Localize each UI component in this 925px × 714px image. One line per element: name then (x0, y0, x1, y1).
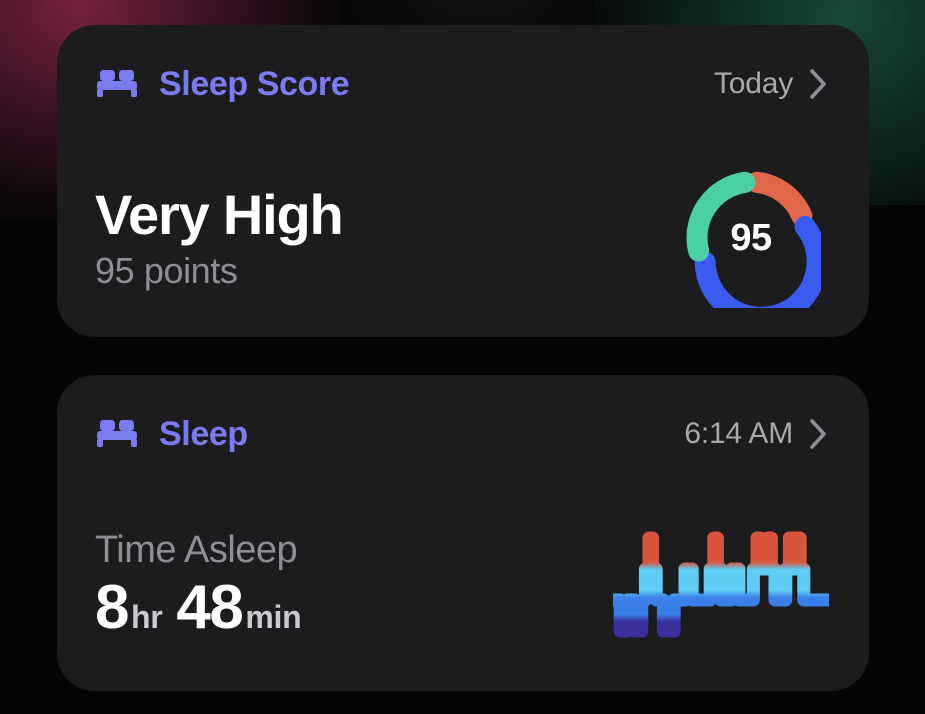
chevron-right-icon[interactable] (809, 67, 829, 101)
sleep-header-right[interactable]: 6:14 AM (684, 417, 829, 451)
sleep-score-card-header[interactable]: Sleep Score Today (57, 25, 869, 143)
time-asleep-label: Time Asleep (95, 529, 298, 572)
hypnogram-svg (613, 531, 829, 638)
sleep-score-title: Sleep Score (159, 65, 350, 103)
sleep-score-rating: Very High (95, 182, 344, 246)
sleep-header-left: Sleep (95, 417, 248, 451)
sleep-score-donut (686, 171, 821, 308)
sleep-score-header-right[interactable]: Today (714, 67, 829, 101)
bed-icon (97, 70, 137, 97)
sleep-card-header[interactable]: Sleep 6:14 AM (57, 375, 869, 493)
asleep-minutes-value: 48 (176, 572, 243, 642)
sleep-card-body: Time Asleep 8 hr 48 min (95, 493, 841, 691)
asleep-minutes-unit: min (245, 598, 302, 635)
sleep-score-points: 95 points (95, 249, 238, 291)
sleep-score-body: Very High 95 points 95 (95, 143, 831, 337)
sleep-score-header-left: Sleep Score (95, 65, 350, 103)
sleep-card[interactable]: Sleep 6:14 AM Time Asleep 8 hr 48 min (57, 375, 869, 691)
chevron-right-icon[interactable] (809, 417, 829, 451)
asleep-hours-value: 8 (95, 572, 129, 642)
sleep-title: Sleep (159, 415, 248, 453)
sleep-score-text-group: Very High 95 points (95, 182, 344, 294)
sleep-score-card[interactable]: Sleep Score Today Very High 95 points (57, 25, 869, 337)
time-asleep-value: 8 hr 48 min (95, 572, 302, 642)
sleep-score-date-label: Today (713, 67, 793, 100)
bed-icon (97, 420, 137, 447)
sleep-score-ring-chart: 95 (681, 168, 821, 308)
sleep-score-ring-value: 95 (730, 216, 772, 259)
asleep-hours-unit: hr (130, 598, 163, 635)
sleep-time-label: 6:14 AM (684, 417, 793, 450)
sleep-stages-hypnogram (613, 522, 829, 650)
sleep-text-group: Time Asleep 8 hr 48 min (95, 529, 302, 655)
